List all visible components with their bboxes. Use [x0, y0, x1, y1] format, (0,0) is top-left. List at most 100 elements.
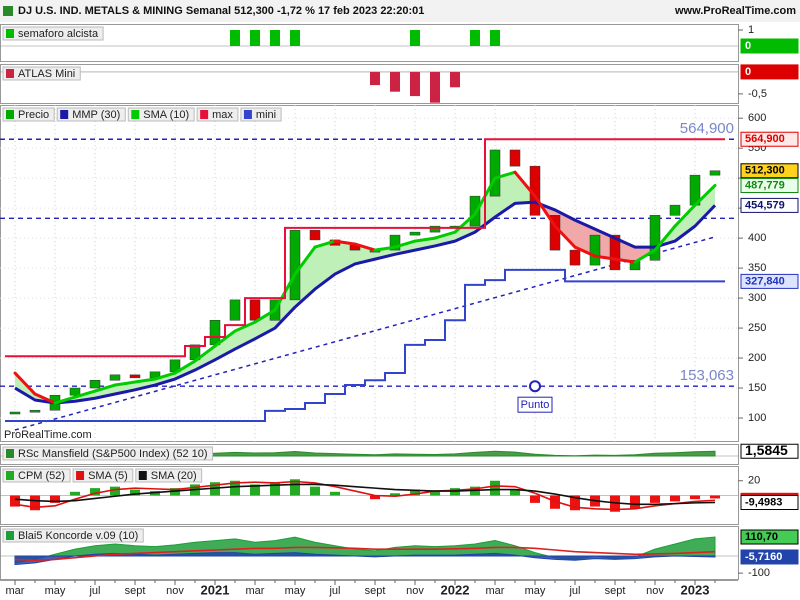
trendline	[14, 236, 716, 431]
y-tick-label: 600	[748, 112, 766, 124]
legend-swatch	[243, 110, 252, 119]
candle	[409, 231, 421, 236]
bar	[510, 489, 520, 496]
band-fill	[695, 185, 715, 227]
current-value: 327,840	[745, 275, 785, 287]
bar	[430, 71, 440, 103]
band-fill	[215, 331, 235, 360]
bar	[290, 479, 300, 496]
x-tick-label: sept	[605, 585, 626, 597]
line-segment	[173, 359, 197, 375]
y-tick-label: 300	[748, 292, 766, 304]
legend-item: MMP (30)	[56, 107, 126, 122]
current-value: 487,779	[745, 179, 785, 191]
legend-label: RSc Mansfield (S&P500 Index) (52 10)	[18, 448, 208, 460]
line-segment	[93, 383, 117, 393]
bar	[490, 30, 500, 46]
step-line	[5, 268, 725, 423]
legend-label: Blai5 Koncorde v.09 (10)	[18, 530, 138, 542]
candle	[209, 320, 221, 346]
legend-item: mini	[240, 107, 282, 122]
bar	[470, 30, 480, 46]
bar	[310, 486, 320, 496]
x-tick-label: mar	[486, 585, 505, 597]
line	[14, 480, 716, 511]
x-tick-label: may	[525, 585, 546, 597]
current-value-box	[740, 273, 799, 289]
line-segment	[33, 392, 57, 405]
legend-label: max	[212, 109, 233, 121]
x-tick-label: jul	[568, 585, 580, 597]
line-segment	[613, 257, 637, 264]
legend-bg	[2, 468, 71, 483]
current-value-box	[740, 443, 799, 459]
bar	[250, 484, 260, 496]
candle	[509, 149, 521, 167]
line-segment	[293, 245, 317, 276]
current-value: -9,4983	[745, 496, 782, 508]
legend-label: Precio	[18, 109, 49, 121]
x-tick-label: nov	[406, 585, 424, 597]
legend-swatch	[76, 471, 85, 480]
bar	[390, 493, 400, 496]
bar	[70, 491, 80, 496]
current-value: 454,579	[745, 199, 785, 211]
legend-item: max	[196, 107, 239, 122]
y-tick-label: -100	[748, 567, 770, 579]
y-tick-label: 1	[748, 24, 754, 36]
legend-bg	[2, 446, 214, 461]
current-value: 1,5845	[745, 442, 788, 458]
x-tick-label: nov	[646, 585, 664, 597]
bar	[10, 495, 20, 507]
bar	[390, 71, 400, 92]
legend-label: semaforo alcista	[18, 28, 99, 40]
y-tick-label: 100	[748, 412, 766, 424]
line-segment	[633, 248, 657, 264]
legend-bg	[72, 468, 134, 483]
line-segment	[413, 236, 437, 243]
annotation: Punto	[521, 399, 550, 411]
band-fill	[435, 232, 455, 246]
line-segment	[133, 377, 157, 384]
legend-bg	[2, 107, 55, 122]
bar	[270, 30, 280, 46]
candle	[89, 379, 101, 389]
bar	[270, 482, 280, 496]
line-segment	[333, 239, 357, 246]
current-value-box	[740, 163, 799, 179]
legend-item: SMA (5)	[72, 468, 134, 483]
y-tick-label: 150	[748, 382, 766, 394]
annotation-box	[517, 396, 553, 413]
y-tick-label: 200	[748, 352, 766, 364]
x-tick-label: sept	[125, 585, 146, 597]
candle	[669, 204, 681, 216]
line-segment	[393, 239, 417, 249]
legend-label: mini	[256, 109, 276, 121]
panel-frame	[0, 64, 739, 104]
y-tick-label: -0,5	[748, 88, 767, 100]
current-value-box	[740, 549, 799, 565]
legend-label: SMA (5)	[88, 470, 128, 482]
x-tick-label: 2023	[681, 582, 710, 597]
legend-item: SMA (20)	[135, 468, 203, 483]
y-tick-label: 350	[748, 262, 766, 274]
x-tick-label: sept	[365, 585, 386, 597]
legend-bg	[2, 66, 81, 81]
bar	[570, 495, 580, 511]
legend-swatch	[6, 110, 14, 119]
line-segment	[553, 224, 577, 249]
line-segment	[193, 344, 217, 363]
x-tick-label: may	[285, 585, 306, 597]
y-tick-label: 20	[748, 475, 760, 487]
header-bar	[0, 0, 800, 22]
legend-swatch	[6, 449, 14, 458]
legend-label: SMA (20)	[151, 470, 197, 482]
bar	[410, 30, 420, 46]
legend-swatch	[6, 29, 14, 38]
legend-bg	[2, 528, 144, 543]
line-segment	[493, 170, 517, 180]
current-value: -5,7160	[745, 551, 782, 563]
bar	[110, 486, 120, 496]
watermark: ProRealTime.com	[4, 429, 92, 441]
current-value: 110,70	[745, 531, 778, 543]
